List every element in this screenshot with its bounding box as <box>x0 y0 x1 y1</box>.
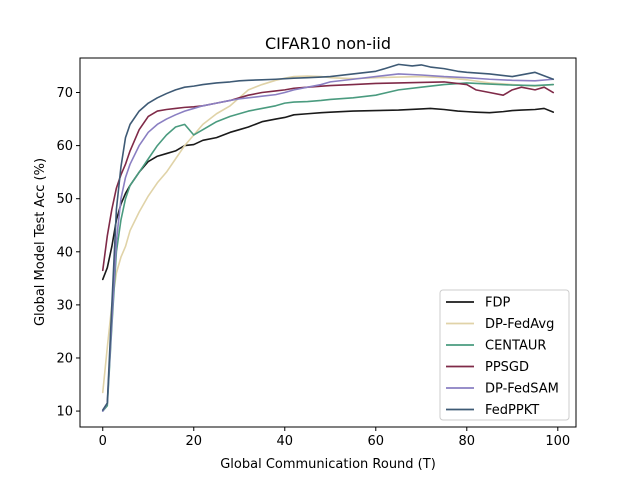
y-tick-label: 30 <box>56 298 73 313</box>
series-line-dp-fedavg <box>101 75 555 394</box>
y-tick-label: 50 <box>56 192 73 207</box>
x-axis-ticks: 0 20 40 60 80 100 <box>99 427 570 449</box>
series-line-ppsgd <box>101 81 555 272</box>
y-tick-label: 60 <box>56 139 73 154</box>
legend-label-fedppkt: FedPPKT <box>485 403 539 418</box>
y-tick-label: 20 <box>56 351 73 366</box>
y-tick-label: 40 <box>56 245 73 260</box>
plot-lines <box>101 63 555 412</box>
series-line-dp-fedsam <box>101 73 555 412</box>
legend-label-fdp: FDP <box>485 296 510 311</box>
legend-label-dp-fedsam: DP-FedSAM <box>485 382 559 397</box>
legend-label-centaur: CENTAUR <box>485 339 546 354</box>
series-line-centaur <box>101 82 555 412</box>
y-axis-label: Global Model Test Acc (%) <box>33 158 48 326</box>
y-tick-label: 70 <box>56 86 73 101</box>
x-tick-label: 20 <box>185 434 202 449</box>
y-axis-ticks: 10 20 30 40 50 60 70 <box>56 86 80 420</box>
x-tick-label: 100 <box>545 434 570 449</box>
x-axis-label: Global Communication Round (T) <box>220 457 436 472</box>
plot-frame <box>79 57 577 428</box>
y-tick-label: 10 <box>56 405 73 420</box>
legend: FDP DP-FedAvg CENTAUR PPSGD DP-FedSAM FedPPKT <box>439 289 570 421</box>
legend-label-dp-fedavg: DP-FedAvg <box>485 317 554 332</box>
x-tick-label: 60 <box>368 434 385 449</box>
legend-label-ppsgd: PPSGD <box>485 360 529 375</box>
x-tick-label: 0 <box>99 434 107 449</box>
x-tick-label: 80 <box>459 434 476 449</box>
x-tick-label: 40 <box>276 434 293 449</box>
chart-title: CIFAR10 non-iid <box>265 34 391 53</box>
series-line-fedppkt <box>101 63 555 411</box>
